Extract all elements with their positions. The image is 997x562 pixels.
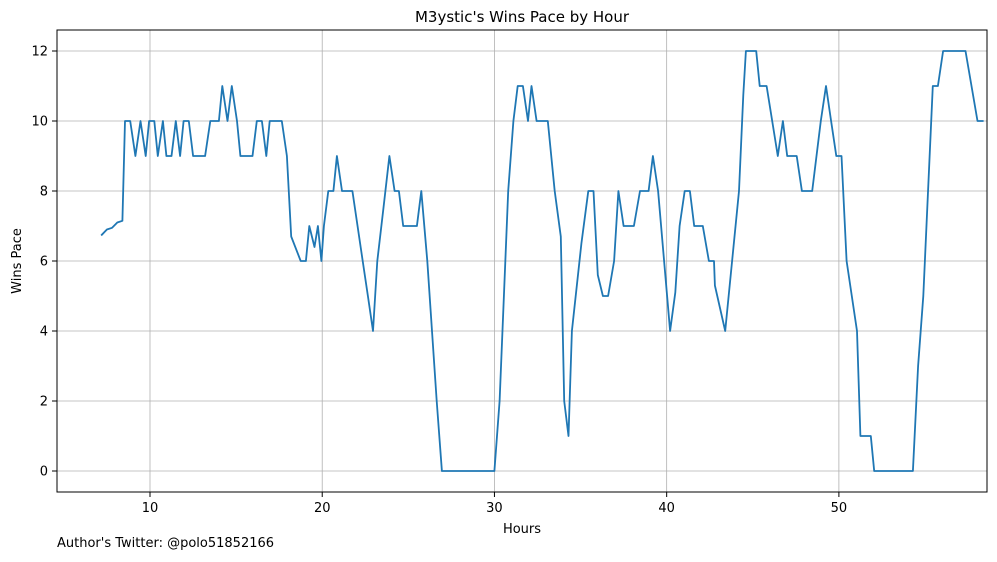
axis-ticks: [52, 50, 840, 497]
plot-frame: [56, 29, 988, 493]
y-tick-label: 0: [40, 465, 48, 480]
author-credit: Author's Twitter: @polo51852166: [57, 536, 275, 551]
y-tick-label: 8: [40, 185, 48, 200]
y-tick-label: 12: [31, 45, 48, 60]
grid-lines: [57, 30, 987, 492]
y-tick-label: 4: [40, 325, 48, 340]
x-axis-label: Hours: [503, 522, 541, 537]
x-tick-label: 40: [658, 501, 675, 516]
y-tick-label: 10: [31, 115, 48, 130]
y-tick-label: 2: [40, 395, 48, 410]
series-line: [100, 50, 984, 472]
x-tick-label: 20: [314, 501, 331, 516]
y-axis-label: Wins Pace: [10, 228, 25, 294]
x-tick-label: 30: [486, 501, 503, 516]
y-tick-label: 6: [40, 255, 48, 270]
tick-labels: 10 20 30 40 50 0 2 4 6 8 10 12: [31, 45, 847, 517]
x-tick-label: 50: [831, 501, 848, 516]
chart-title: M3ystic's Wins Pace by Hour: [415, 8, 630, 26]
x-tick-label: 10: [142, 501, 159, 516]
